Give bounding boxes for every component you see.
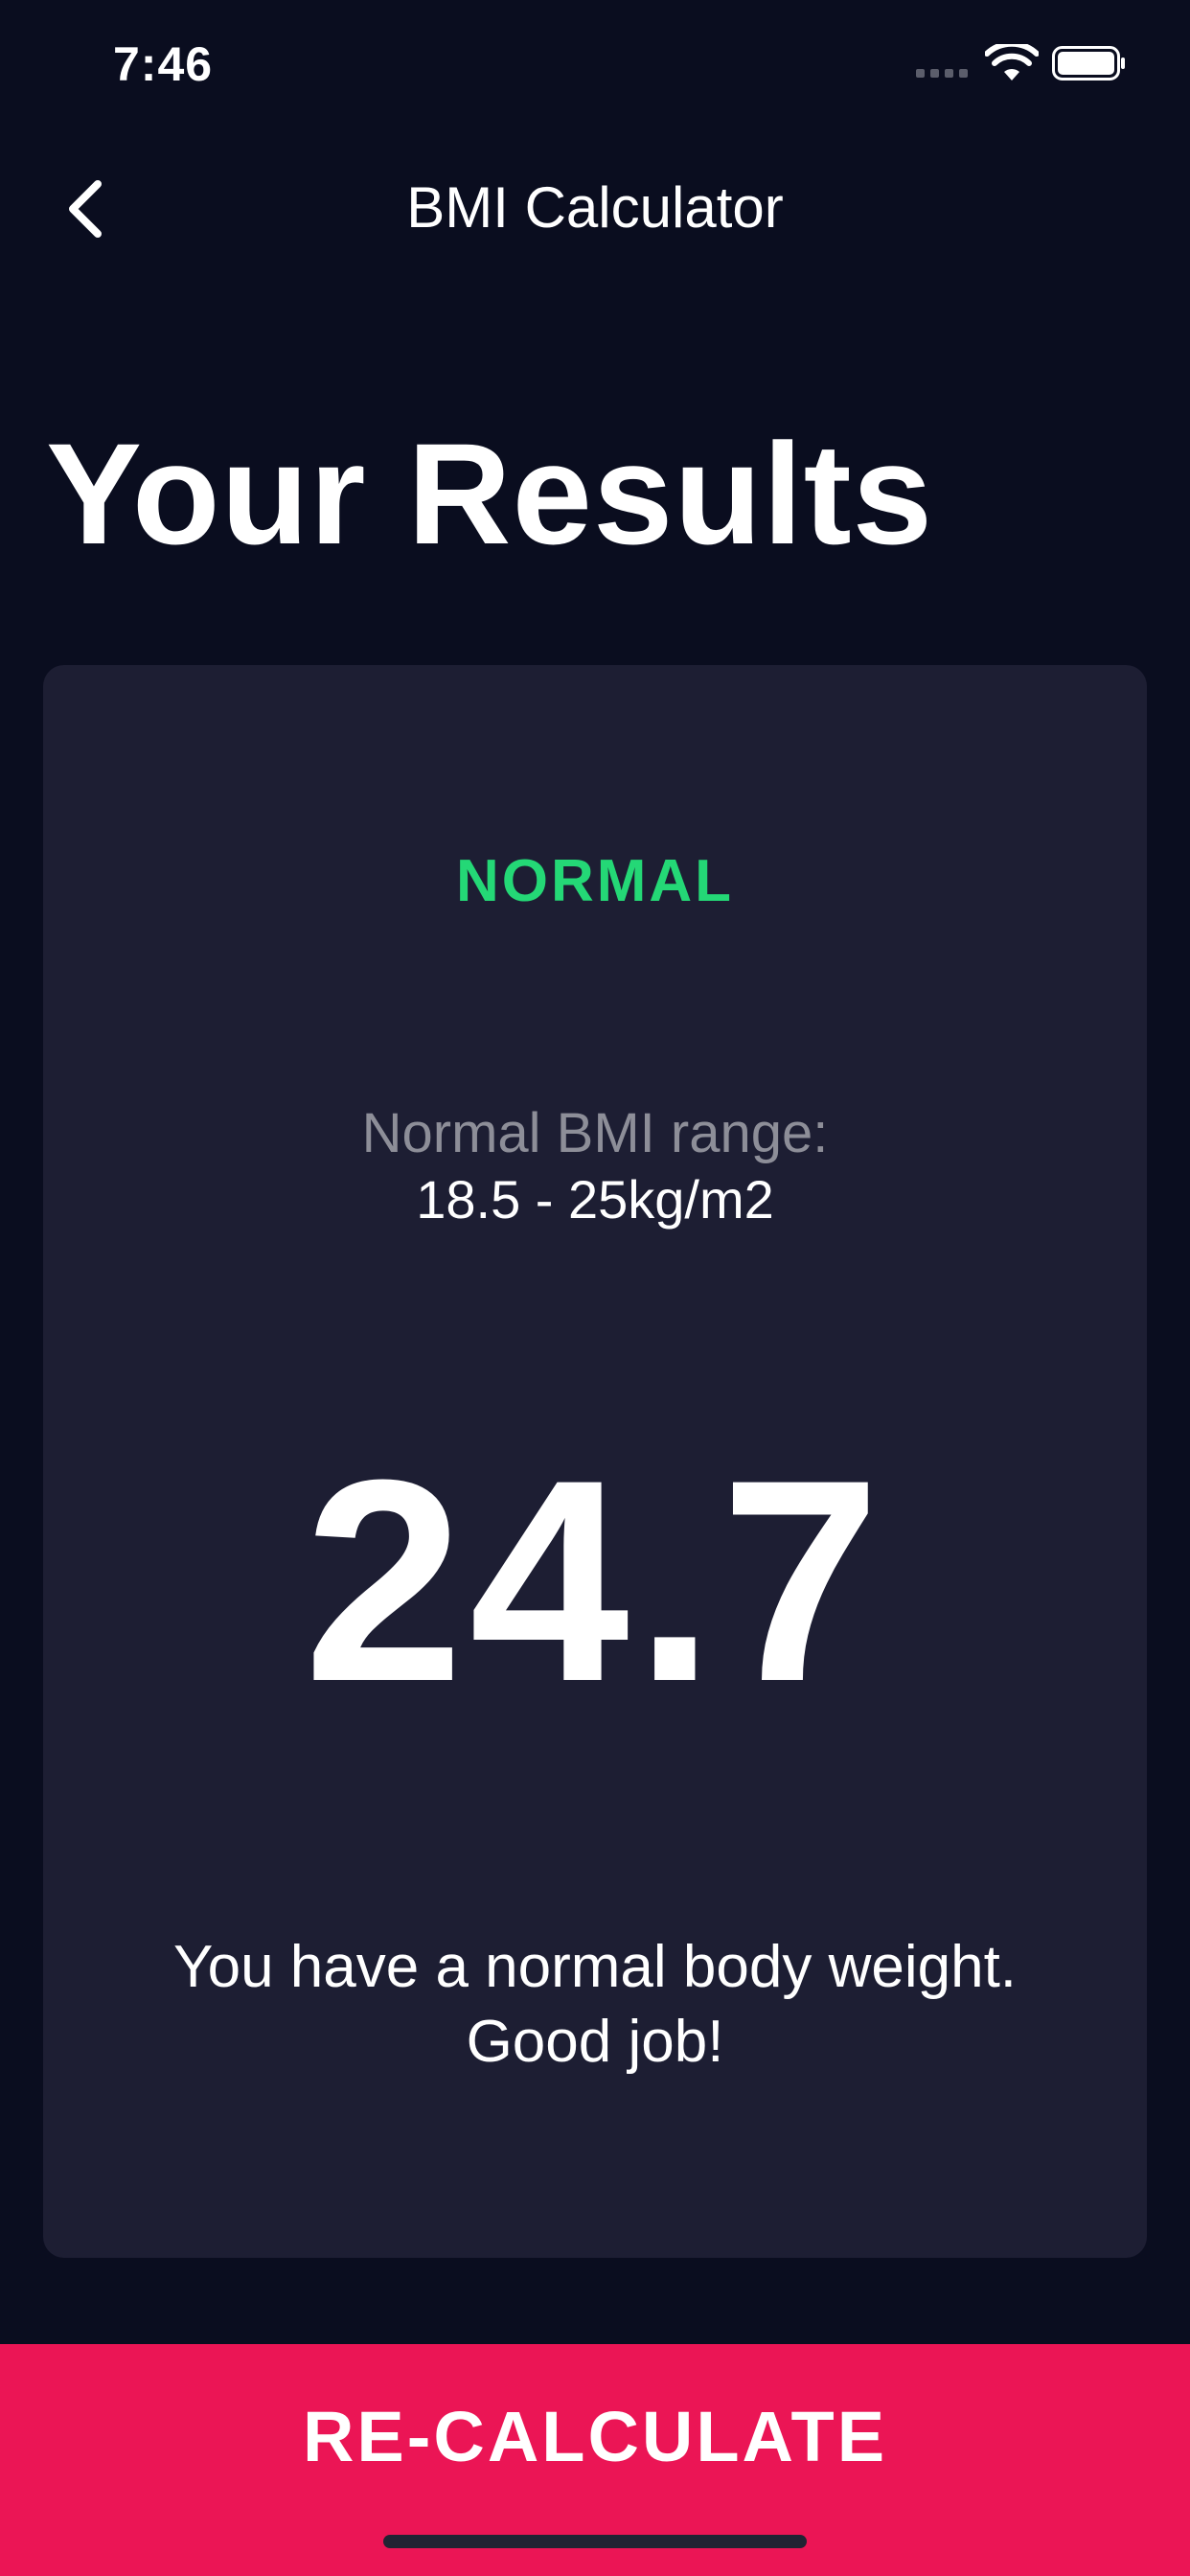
result-card: NORMAL Normal BMI range: 18.5 - 25kg/m2 … [43, 665, 1147, 2258]
interpretation-line-2: Good job! [466, 2009, 724, 2075]
navigation-bar: BMI Calculator [0, 153, 1190, 259]
cellular-signal-icon [916, 69, 968, 78]
interpretation-line-1: You have a normal body weight. [172, 1934, 1018, 2000]
status-bar: 7:46 [0, 0, 1190, 129]
wifi-icon [985, 44, 1039, 80]
nav-title: BMI Calculator [406, 175, 784, 240]
back-button[interactable] [46, 171, 123, 247]
battery-icon [1052, 46, 1125, 80]
recalculate-button-label: RE-CALCULATE [302, 2397, 888, 2476]
page-title: Your Results [46, 413, 934, 574]
bmi-range-value: 18.5 - 25kg/m2 [416, 1169, 774, 1230]
bmi-range-label: Normal BMI range: [361, 1102, 829, 1164]
home-indicator[interactable] [383, 2535, 807, 2548]
chevron-left-icon [69, 180, 102, 238]
bmi-value: 24.7 [304, 1419, 886, 1741]
bmi-status-label: NORMAL [455, 848, 735, 914]
status-time: 7:46 [113, 37, 214, 91]
bmi-interpretation: You have a normal body weight. Good job! [101, 1930, 1089, 2080]
